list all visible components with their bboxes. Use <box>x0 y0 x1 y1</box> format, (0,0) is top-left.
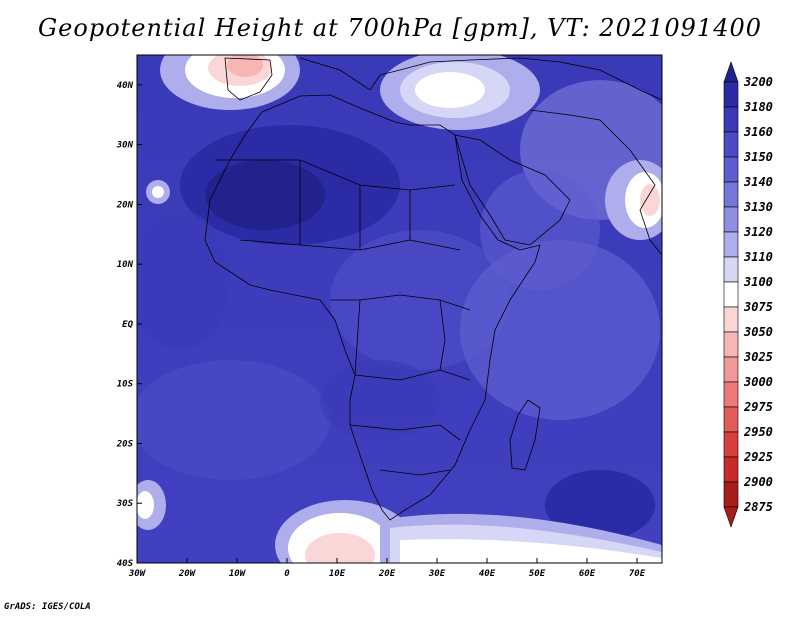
colorbar-swatch <box>723 331 739 358</box>
colorbar-label: 3050 <box>743 325 773 339</box>
map-frame <box>136 54 663 564</box>
colorbar-label: 2875 <box>743 500 773 514</box>
height-field <box>137 55 662 563</box>
lon-tick-label: 30E <box>428 569 446 579</box>
lon-tick-label: 70E <box>629 569 646 579</box>
colorbar-swatch <box>723 481 739 508</box>
colorbar-top-arrow <box>723 61 739 83</box>
lon-tick-label: 40E <box>479 569 496 579</box>
lon-tick-label: 20W <box>178 569 197 579</box>
colorbar-swatch <box>723 356 739 383</box>
colorbar-swatch <box>723 231 739 258</box>
colorbar-label: 3130 <box>743 200 773 214</box>
lon-tick-label: 30W <box>128 569 147 579</box>
lat-tick-label: 10N <box>117 260 134 270</box>
colorbar-label: 3160 <box>743 125 773 139</box>
coastlines <box>204 57 662 521</box>
colorbar-swatch <box>723 106 739 133</box>
lat-tick-label: 10S <box>117 380 134 390</box>
colorbar-swatch <box>723 406 739 433</box>
colorbar: 3200 3180 3160 3150 3140 3130 3120 3110 3100 3075… <box>723 61 773 528</box>
colorbar-bottom-arrow <box>723 506 739 528</box>
colorbar-swatch <box>723 131 739 158</box>
colorbar-swatch <box>723 81 739 108</box>
colorbar-swatch <box>723 281 739 308</box>
colorbar-label: 2900 <box>743 475 773 489</box>
colorbar-label: 2950 <box>743 425 773 439</box>
lon-tick-label: 10W <box>229 569 247 579</box>
colorbar-label: 3200 <box>743 75 773 89</box>
colorbar-label: 3150 <box>743 150 773 164</box>
colorbar-swatch <box>723 456 739 483</box>
colorbar-label: 3110 <box>743 250 773 264</box>
colorbar-label: 2925 <box>743 450 773 464</box>
colorbar-label: 3120 <box>743 225 773 239</box>
lat-tick-label: 40S <box>117 559 134 569</box>
colorbar-label: 3075 <box>743 300 773 314</box>
lat-tick-label: 20S <box>116 439 134 449</box>
lon-tick-label: 0 <box>284 569 290 579</box>
lat-tick-label: 20N <box>116 200 134 210</box>
colorbar-label: 3000 <box>743 375 773 389</box>
lat-tick-label: 30N <box>116 141 134 151</box>
lat-tick-label: EQ <box>122 320 133 330</box>
footer-credit: GrADS: IGES/COLA <box>4 602 91 612</box>
colorbar-label: 3025 <box>743 350 773 364</box>
lon-tick-label: 10E <box>329 569 346 579</box>
lat-tick-label: 30S <box>116 499 134 509</box>
colorbar-swatch <box>723 431 739 458</box>
lon-tick-label: 50E <box>529 569 546 579</box>
map-title: Geopotential Height at 700hPa [gpm], VT:… <box>38 14 762 42</box>
colorbar-swatch <box>723 181 739 208</box>
lon-tick-label: 20E <box>378 569 396 579</box>
colorbar-label: 3100 <box>743 275 773 289</box>
colorbar-swatch <box>723 156 739 183</box>
colorbar-swatch <box>723 306 739 333</box>
lat-tick-label: 40N <box>117 81 134 91</box>
colorbar-swatch <box>723 206 739 233</box>
lon-tick-label: 60E <box>579 569 596 579</box>
colorbar-label: 2975 <box>743 400 773 414</box>
colorbar-label: 3140 <box>743 175 773 189</box>
colorbar-label: 3180 <box>743 100 773 114</box>
colorbar-swatch <box>723 256 739 283</box>
colorbar-swatch <box>723 381 739 408</box>
